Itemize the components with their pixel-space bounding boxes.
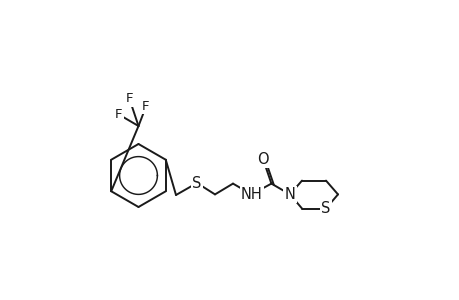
Text: F: F [125,92,133,106]
Text: NH: NH [240,187,262,202]
Text: N: N [284,187,295,202]
Text: F: F [115,108,123,121]
Text: F: F [142,100,150,113]
Text: S: S [192,176,201,190]
Text: S: S [321,201,330,216]
Text: O: O [257,152,268,166]
